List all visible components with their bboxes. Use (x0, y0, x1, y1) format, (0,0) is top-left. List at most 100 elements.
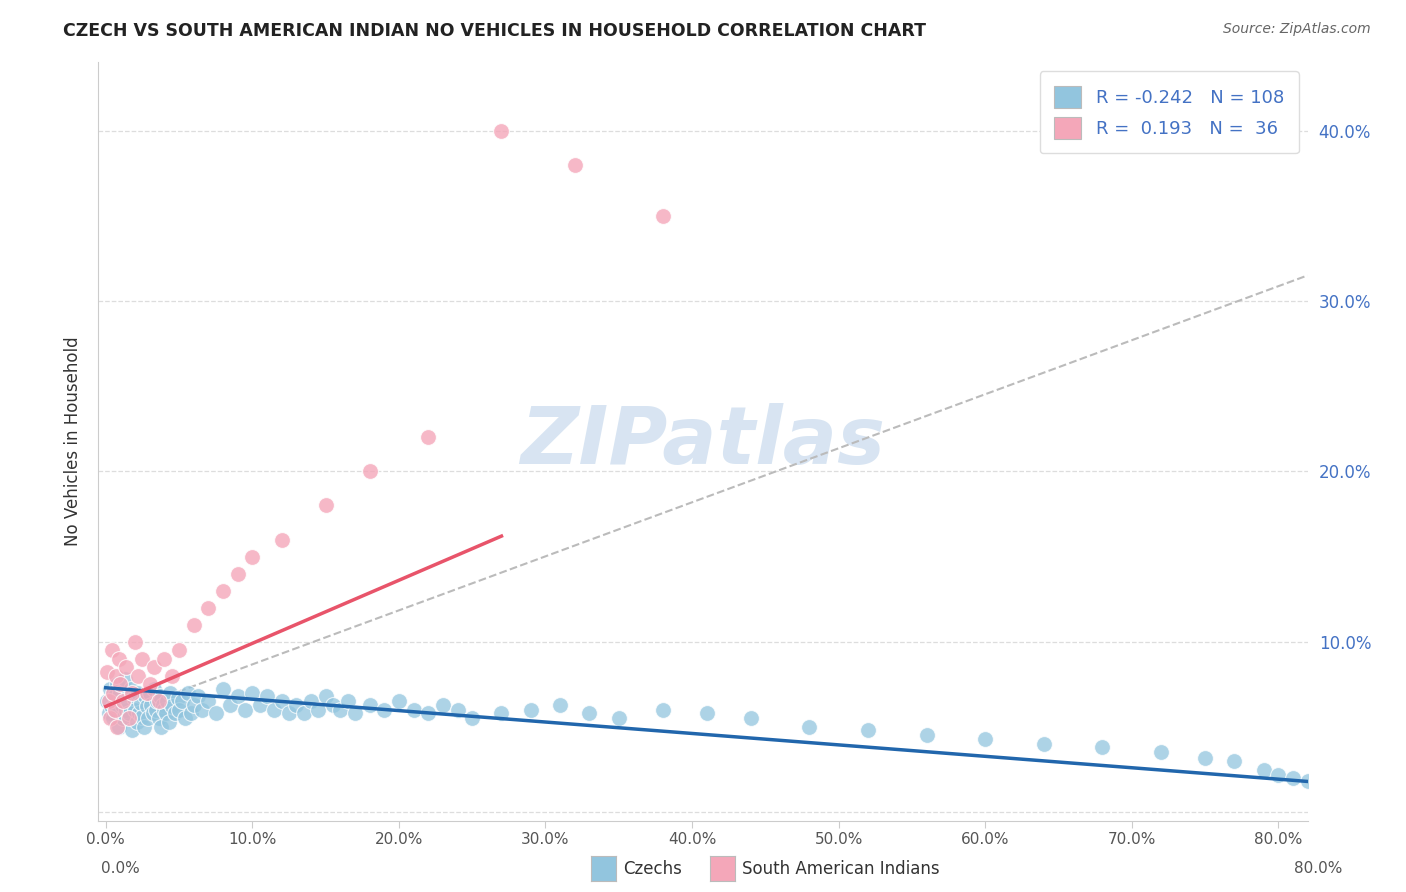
Point (240, 686, 263, 700)
Point (270, 533, 292, 547)
Point (491, 123, 513, 137)
Point (111, 698, 134, 712)
Point (117, 694, 139, 708)
Point (1223, 754, 1246, 768)
Point (103, 703, 125, 717)
Point (418, 430, 440, 444)
Point (373, 703, 395, 717)
Point (329, 703, 352, 717)
Point (103, 690, 125, 704)
Point (122, 690, 145, 705)
Point (125, 714, 148, 729)
Point (226, 566, 249, 581)
Point (112, 711, 135, 725)
Point (388, 694, 411, 708)
Point (233, 703, 256, 717)
Point (134, 690, 156, 704)
Point (180, 706, 202, 721)
Point (120, 682, 142, 697)
Text: South American Indians: South American Indians (742, 860, 941, 878)
Point (128, 706, 150, 721)
Point (143, 682, 166, 697)
Point (651, 209, 673, 223)
Point (418, 706, 440, 721)
Legend: R = -0.242   N = 108, R =  0.193   N =  36: R = -0.242 N = 108, R = 0.193 N = 36 (1040, 71, 1299, 153)
Point (183, 617, 205, 632)
Point (98, 682, 121, 697)
Point (124, 703, 146, 717)
Point (121, 723, 143, 738)
Point (97, 706, 120, 721)
Point (110, 686, 132, 700)
Point (146, 694, 169, 708)
Point (1091, 740, 1114, 755)
Point (177, 686, 200, 700)
Point (114, 672, 136, 686)
Point (101, 711, 124, 725)
Point (163, 706, 186, 721)
Point (152, 698, 174, 712)
Point (212, 682, 235, 697)
Point (359, 698, 381, 712)
Point (167, 643, 190, 657)
Point (578, 706, 600, 721)
Point (263, 703, 285, 717)
Point (285, 698, 308, 712)
Point (307, 703, 329, 717)
Point (491, 706, 513, 721)
Point (187, 690, 209, 704)
Point (1150, 746, 1173, 760)
Point (96, 694, 118, 708)
Point (974, 731, 997, 746)
Point (127, 669, 149, 683)
Point (315, 690, 337, 704)
Point (170, 694, 193, 708)
Point (100, 643, 122, 657)
Point (167, 703, 190, 717)
Point (1267, 767, 1289, 781)
Point (520, 703, 543, 717)
Point (138, 677, 160, 691)
Point (96, 665, 118, 680)
Point (651, 703, 673, 717)
Point (135, 686, 157, 700)
Text: Czechs: Czechs (623, 860, 682, 878)
Point (121, 686, 143, 700)
Point (432, 698, 454, 712)
Point (155, 706, 177, 721)
Point (153, 652, 176, 666)
Text: 0.0%: 0.0% (101, 862, 141, 876)
Point (107, 677, 129, 691)
Point (115, 703, 138, 717)
Point (292, 706, 315, 721)
Point (110, 677, 132, 691)
Point (160, 699, 183, 714)
Point (115, 660, 138, 674)
Point (322, 698, 344, 712)
Point (149, 690, 172, 704)
Point (336, 694, 359, 708)
Point (1326, 788, 1348, 802)
Point (98, 711, 121, 725)
Point (249, 698, 271, 712)
Point (740, 711, 762, 725)
Point (256, 690, 278, 704)
Point (135, 699, 157, 714)
Point (136, 711, 159, 725)
Text: Source: ZipAtlas.com: Source: ZipAtlas.com (1223, 22, 1371, 37)
Point (166, 690, 188, 705)
Point (183, 698, 205, 712)
Point (1310, 780, 1333, 794)
Point (461, 711, 484, 725)
Point (1296, 774, 1319, 789)
Point (142, 706, 165, 721)
Point (150, 720, 173, 734)
Point (105, 699, 128, 714)
Point (212, 583, 235, 598)
Point (197, 694, 219, 708)
Point (145, 703, 167, 717)
Point (157, 714, 180, 729)
Point (174, 711, 197, 725)
Point (127, 686, 149, 700)
Point (197, 600, 219, 615)
